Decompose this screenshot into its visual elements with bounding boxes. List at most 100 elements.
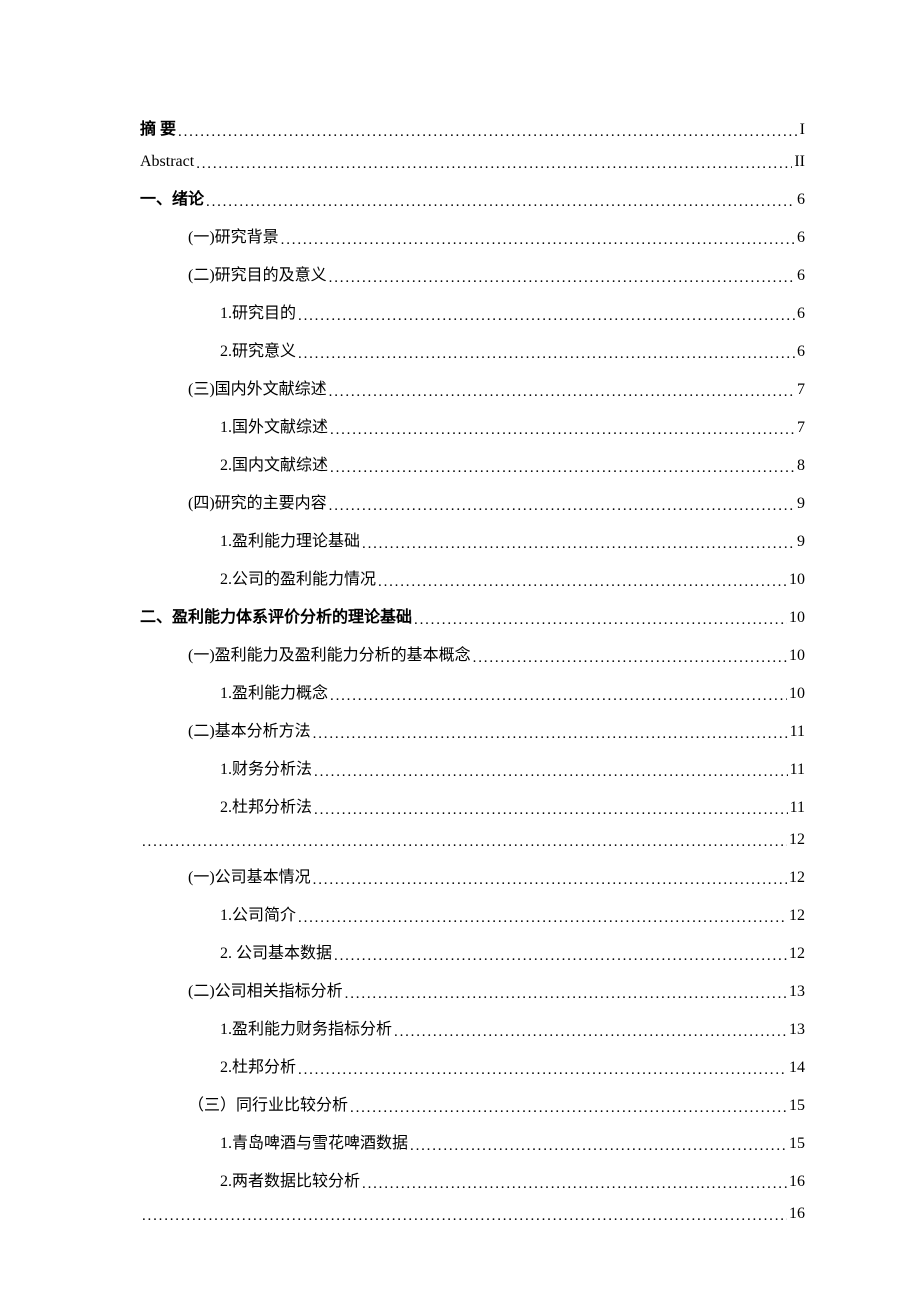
toc-page-number: II [794, 153, 805, 171]
toc-page-number: 16 [789, 1173, 805, 1191]
toc-entry: 2.两者数据比较分析..............................… [220, 1167, 805, 1191]
toc-label: 1.研究目的 [220, 299, 296, 323]
toc-page-number: 12 [789, 831, 805, 849]
toc-label: 2.两者数据比较分析 [220, 1167, 360, 1191]
toc-page-number: 7 [797, 381, 805, 399]
toc-entry: 2.杜邦分析法.................................… [220, 793, 805, 817]
toc-dot-leader: ........................................… [298, 346, 795, 363]
toc-dot-leader: ........................................… [329, 270, 795, 287]
toc-label: (二)基本分析方法 [188, 717, 311, 741]
toc-entry: 1.盈利能力理论基础..............................… [220, 527, 805, 551]
toc-entry: 1.国外文献综述................................… [220, 413, 805, 437]
toc-dot-leader: ........................................… [410, 1138, 787, 1155]
toc-page-number: 10 [789, 685, 805, 703]
toc-page-number: 6 [797, 229, 805, 247]
toc-dot-leader: ........................................… [314, 802, 788, 819]
toc-label: 2. 公司基本数据 [220, 939, 332, 963]
toc-entry: ........................................… [140, 1205, 805, 1223]
toc-entry: (三)国内外文献综述..............................… [188, 375, 805, 399]
toc-dot-leader: ........................................… [330, 422, 795, 439]
toc-label: (一)盈利能力及盈利能力分析的基本概念 [188, 641, 471, 665]
table-of-contents: 摘 要.....................................… [140, 115, 805, 1223]
toc-entry: (一)盈利能力及盈利能力分析的基本概念.....................… [188, 641, 805, 665]
toc-dot-leader: ........................................… [414, 612, 787, 629]
toc-page-number: 13 [789, 983, 805, 1001]
toc-label: （三）同行业比较分析 [188, 1091, 348, 1115]
toc-entry: (二)公司相关指标分析.............................… [188, 977, 805, 1001]
toc-dot-leader: ........................................… [362, 536, 795, 553]
toc-page-number: 12 [789, 869, 805, 887]
toc-entry: 1.青岛啤酒与雪花啤酒数据...........................… [220, 1129, 805, 1153]
toc-dot-leader: ........................................… [313, 872, 787, 889]
toc-entry: (一)研究背景.................................… [188, 223, 805, 247]
toc-dot-leader: ........................................… [178, 124, 798, 141]
toc-dot-leader: ........................................… [334, 948, 787, 965]
toc-label: 1.盈利能力理论基础 [220, 527, 360, 551]
toc-entry: Abstract................................… [140, 153, 805, 171]
toc-page-number: 16 [789, 1205, 805, 1223]
toc-page-number: 8 [797, 457, 805, 475]
toc-dot-leader: ........................................… [314, 764, 788, 781]
toc-page-number: 7 [797, 419, 805, 437]
toc-page-number: I [800, 121, 805, 139]
toc-dot-leader: ........................................… [345, 986, 787, 1003]
toc-dot-leader: ........................................… [394, 1024, 787, 1041]
toc-entry: 1.公司简介..................................… [220, 901, 805, 925]
toc-entry: (四)研究的主要内容..............................… [188, 489, 805, 513]
toc-label: 1.公司简介 [220, 901, 296, 925]
toc-label: 二、盈利能力体系评价分析的理论基础 [140, 603, 412, 627]
toc-label: (一)研究背景 [188, 223, 279, 247]
toc-dot-leader: ........................................… [298, 308, 795, 325]
toc-page-number: 9 [797, 495, 805, 513]
toc-dot-leader: ........................................… [281, 232, 795, 249]
toc-page-number: 15 [789, 1097, 805, 1115]
toc-label: 一、绪论 [140, 185, 204, 209]
toc-entry: 2. 公司基本数据...............................… [220, 939, 805, 963]
toc-page-number: 15 [789, 1135, 805, 1153]
toc-entry: 二、盈利能力体系评价分析的理论基础.......................… [140, 603, 805, 627]
toc-page-number: 6 [797, 267, 805, 285]
toc-page-number: 9 [797, 533, 805, 551]
toc-entry: ........................................… [140, 831, 805, 849]
toc-entry: (一)公司基本情况...............................… [188, 863, 805, 887]
toc-dot-leader: ........................................… [350, 1100, 787, 1117]
toc-label: 2.公司的盈利能力情况 [220, 565, 376, 589]
toc-label: Abstract [140, 153, 194, 171]
toc-label: 摘 要 [140, 115, 176, 139]
toc-entry: 1.研究目的..................................… [220, 299, 805, 323]
toc-label: 2.研究意义 [220, 337, 296, 361]
toc-label: 1.国外文献综述 [220, 413, 328, 437]
toc-page-number: 6 [797, 343, 805, 361]
toc-dot-leader: ........................................… [362, 1176, 787, 1193]
toc-page-number: 11 [790, 799, 805, 817]
toc-label: (四)研究的主要内容 [188, 489, 327, 513]
toc-entry: 2.公司的盈利能力情况.............................… [220, 565, 805, 589]
toc-entry: 2.国内文献综述................................… [220, 451, 805, 475]
toc-entry: (二)基本分析方法...............................… [188, 717, 805, 741]
toc-entry: 一、绪论....................................… [140, 185, 805, 209]
toc-dot-leader: ........................................… [378, 574, 787, 591]
toc-entry: 2.研究意义..................................… [220, 337, 805, 361]
toc-page-number: 10 [789, 571, 805, 589]
toc-page-number: 6 [797, 305, 805, 323]
toc-dot-leader: ........................................… [330, 460, 795, 477]
toc-page-number: 11 [790, 723, 805, 741]
toc-label: (三)国内外文献综述 [188, 375, 327, 399]
toc-entry: （三）同行业比较分析..............................… [188, 1091, 805, 1115]
toc-dot-leader: ........................................… [142, 834, 787, 851]
toc-entry: 1.财务分析法.................................… [220, 755, 805, 779]
toc-label: (一)公司基本情况 [188, 863, 311, 887]
toc-dot-leader: ........................................… [473, 650, 787, 667]
toc-dot-leader: ........................................… [330, 688, 787, 705]
toc-dot-leader: ........................................… [298, 910, 787, 927]
toc-label: 2.杜邦分析 [220, 1053, 296, 1077]
toc-entry: 摘 要.....................................… [140, 115, 805, 139]
toc-dot-leader: ........................................… [196, 156, 792, 173]
toc-label: 1.盈利能力概念 [220, 679, 328, 703]
toc-dot-leader: ........................................… [329, 498, 795, 515]
toc-label: 2.杜邦分析法 [220, 793, 312, 817]
toc-dot-leader: ........................................… [206, 194, 795, 211]
toc-entry: 2.杜邦分析..................................… [220, 1053, 805, 1077]
toc-dot-leader: ........................................… [313, 726, 788, 743]
toc-entry: 1.盈利能力概念................................… [220, 679, 805, 703]
